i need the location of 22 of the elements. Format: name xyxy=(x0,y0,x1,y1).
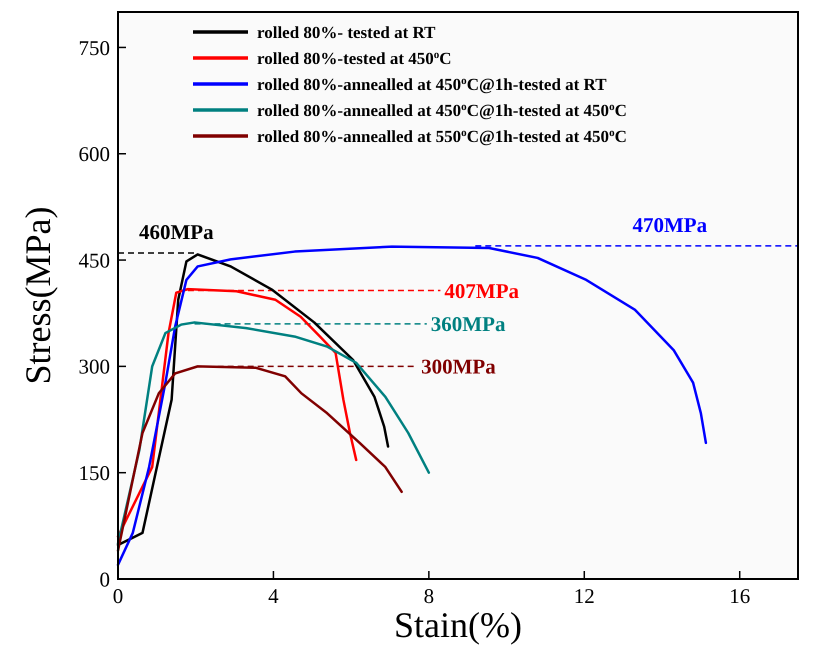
y-axis-title: Stress(MPa) xyxy=(18,206,58,384)
y-tick-label: 300 xyxy=(78,354,110,379)
x-tick-label: 16 xyxy=(729,584,750,608)
y-tick-label: 150 xyxy=(78,461,110,486)
annotation: 460MPa xyxy=(138,220,214,244)
annotation: 300MPa xyxy=(421,354,496,379)
annotation: 470MPa xyxy=(632,212,708,237)
annotation: 407MPa xyxy=(444,278,520,303)
legend-label: rolled 80%-annealled at 550$^{o}$C@1h-tested at 450$^{o}$C xyxy=(257,126,627,146)
annotation: 360MPa xyxy=(430,312,506,336)
x-tick-label: 8 xyxy=(424,584,434,608)
y-tick-label: 450 xyxy=(78,248,110,272)
y-tick-label: 0 xyxy=(100,567,110,592)
x-axis-title: Stain(%) xyxy=(394,605,522,645)
legend-label: rolled 80%-annealled at 450$^{o}$C@1h-tested at RT xyxy=(257,74,608,94)
legend-label: rolled 80%- tested at RT xyxy=(257,22,436,42)
x-tick-label: 4 xyxy=(268,584,280,608)
legend-label: rolled 80%-tested at 450$^{o}$C xyxy=(257,48,452,68)
x-tick-label: 12 xyxy=(574,584,595,608)
y-tick-label: 600 xyxy=(78,142,110,166)
legend-label: rolled 80%-annealled at 450$^{o}$C@1h-tested at 450$^{o}$C xyxy=(257,100,627,120)
y-tick-label: 750 xyxy=(78,36,110,60)
